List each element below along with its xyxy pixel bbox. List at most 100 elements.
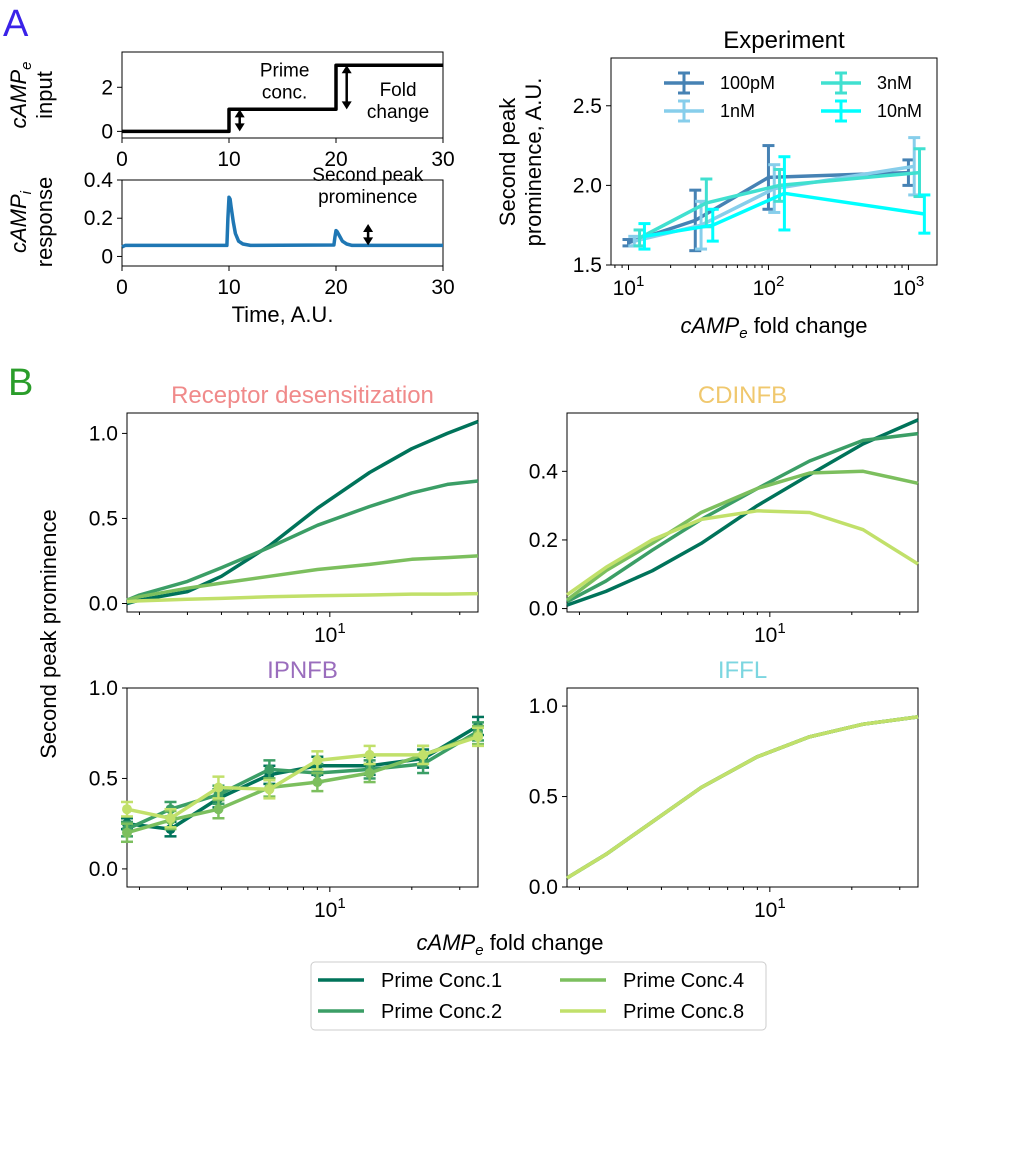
data-point — [264, 764, 275, 775]
axes-frame — [610, 57, 938, 266]
x-tick-label: 10 — [217, 276, 240, 299]
x-tick-label: 30 — [431, 276, 454, 299]
x-axis-label: Time, A.U. — [232, 302, 334, 327]
axes-frame — [566, 687, 919, 888]
legend-label: 1nM — [720, 101, 755, 121]
data-point — [473, 731, 483, 742]
y-tick-label: 1.5 — [573, 254, 602, 277]
axes-frame — [126, 687, 479, 888]
series-line-Prime-Conc.2 — [126, 729, 479, 831]
annotation-arrow-head-up — [341, 65, 352, 74]
series-line-Prime-Conc.2 — [126, 479, 479, 602]
y-axis-label: cAMPe — [6, 61, 35, 128]
data-point — [165, 813, 176, 824]
legend-box — [310, 961, 767, 1031]
chart-ipnfb: IPNFB 0.0 0.5 1.0 101 — [89, 657, 484, 922]
series-line-Prime-Conc.8 — [565, 509, 919, 597]
axes-frame — [121, 179, 444, 267]
series-line-Prime-Conc.4 — [126, 733, 479, 835]
x-tick-label: 103 — [893, 273, 925, 300]
x-axis-label: cAMPe fold change — [681, 313, 868, 342]
data-point — [312, 755, 323, 766]
x-tick-label: 101 — [754, 895, 786, 922]
x-tick-label: 101 — [314, 620, 346, 647]
annotation-arrow-head-up — [234, 109, 245, 118]
y-tick-label: 0.0 — [529, 598, 558, 621]
y-axis-label-line2: prominence, A.U. — [521, 78, 546, 247]
data-point — [264, 784, 275, 795]
y-tick-label: 0.0 — [529, 876, 558, 899]
axes-frame — [121, 51, 444, 139]
data-point — [122, 827, 132, 838]
y-tick-label: 0.2 — [84, 207, 113, 230]
x-tick-label: 0 — [116, 276, 128, 299]
x-tick-label: 0 — [116, 148, 128, 171]
y-tick-label: 0.5 — [89, 767, 118, 790]
y-axis-label-line2: input — [32, 71, 57, 119]
y-tick-label: 2 — [101, 76, 113, 99]
data-point — [364, 768, 375, 779]
legend-label: Prime Conc.2 — [381, 1001, 502, 1023]
panel-label-b: B — [8, 362, 33, 404]
annotation-arrow-head-up — [363, 223, 374, 232]
annotation-text: change — [367, 102, 429, 123]
y-tick-label: 0 — [101, 120, 113, 143]
x-tick-label: 10 — [217, 148, 240, 171]
x-tick-label: 101 — [754, 620, 786, 647]
data-point — [312, 777, 323, 788]
x-tick-label: 20 — [324, 276, 347, 299]
y-tick-label: 0.2 — [529, 529, 558, 552]
y-axis-label-line2: response — [32, 177, 57, 268]
series-line-Prime-Conc.1 — [566, 715, 919, 880]
y-axis-label: Second peak — [495, 97, 520, 226]
series-line-Prime-Conc.4 — [126, 554, 479, 602]
y-tick-label: 0.5 — [89, 507, 118, 530]
y-tick-label: 0.4 — [529, 460, 559, 483]
chart-title: Experiment — [723, 27, 845, 54]
series-line-10nM — [644, 191, 925, 239]
data-point — [122, 804, 132, 815]
panel-label-a: A — [3, 3, 29, 45]
data-point — [213, 782, 224, 793]
chart-cdinfb: CDINFB 0.0 0.2 0.4 101 — [529, 382, 919, 647]
annotation-arrow-head-down — [234, 123, 245, 132]
annotation-arrow-head-down — [363, 237, 374, 246]
y-tick-label: 0.0 — [89, 592, 118, 615]
y-tick-label: 0.4 — [84, 169, 114, 192]
y-tick-label: 1.0 — [529, 695, 558, 718]
response-line — [121, 195, 443, 249]
data-point — [364, 749, 375, 760]
y-tick-label: 1.0 — [89, 422, 118, 445]
series-line-Prime-Conc.8 — [126, 591, 479, 604]
series-line-Prime-Conc.2 — [566, 715, 919, 880]
chart-receptor: Receptor desensitization 0.0 0.5 1.0 101 — [89, 382, 479, 647]
annotation-arrow-head-down — [341, 101, 352, 110]
y-tick-label: 2.0 — [573, 174, 602, 197]
legend-label: 3nM — [877, 73, 912, 93]
annotation-text: conc. — [262, 82, 307, 103]
chart-title: CDINFB — [698, 382, 787, 409]
axes-frame — [566, 412, 919, 613]
legend-label: Prime Conc.4 — [623, 970, 744, 992]
legend-label: Prime Conc.8 — [623, 1001, 744, 1023]
annotation-text: prominence — [318, 187, 417, 208]
chart-experiment: Experiment 1.5 2.0 2.5 101 102 103 cAMPe fold c… — [495, 27, 938, 342]
data-point — [213, 804, 224, 815]
legend-label: 10nM — [877, 101, 922, 121]
shared-xlabel-b: cAMPe fold change — [417, 930, 604, 959]
legend-label: 100pM — [720, 73, 775, 93]
chart-title: IPNFB — [267, 657, 338, 684]
y-tick-label: 0 — [101, 245, 113, 268]
chart-response: 0 0.2 0.4 0 10 20 30 Time, A.U. Second peakpromi… — [6, 165, 455, 327]
series-line-3nM — [638, 170, 920, 240]
x-tick-label: 30 — [431, 148, 454, 171]
chart-iffl: IFFL 0.0 0.5 1.0 101 — [529, 657, 919, 922]
y-tick-label: 2.5 — [573, 95, 602, 118]
x-tick-label: 101 — [613, 273, 645, 300]
annotation-text: Fold — [380, 80, 417, 101]
series-line-Prime-Conc.2 — [566, 431, 919, 604]
series-line-Prime-Conc.1 — [566, 418, 919, 607]
data-point — [418, 749, 429, 760]
